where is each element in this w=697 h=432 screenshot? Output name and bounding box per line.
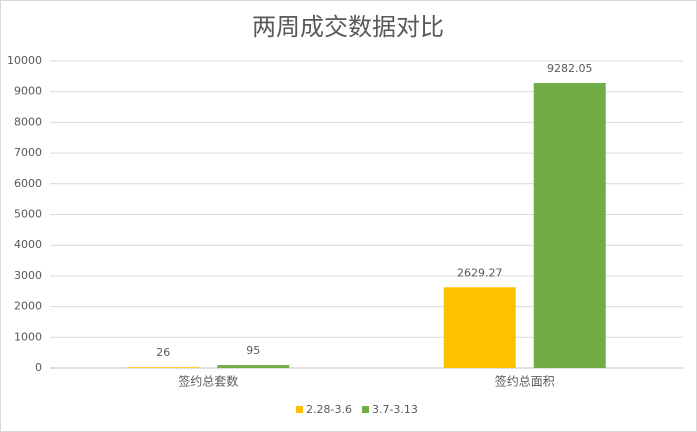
data-label: 95: [246, 344, 260, 357]
legend-label: 3.7-3.13: [372, 403, 418, 416]
bar: [217, 365, 290, 368]
y-tick-label: 2000: [14, 300, 42, 313]
x-tick-label: 签约总套数: [178, 374, 238, 389]
y-tick-label: 0: [35, 361, 42, 374]
legend-swatch: [361, 406, 369, 413]
y-tick-label: 7000: [14, 146, 42, 159]
y-tick-label: 3000: [14, 269, 42, 282]
y-tick-label: 10000: [7, 54, 42, 67]
data-label: 26: [156, 346, 170, 359]
bar: [127, 367, 200, 368]
y-tick-label: 1000: [14, 330, 42, 343]
y-tick-label: 9000: [14, 85, 42, 98]
data-label: 9282.05: [547, 62, 593, 75]
chart-title: 两周成交数据对比: [252, 13, 444, 41]
y-tick-label: 6000: [14, 177, 42, 190]
bar: [533, 83, 606, 368]
legend-swatch: [296, 406, 303, 413]
legend-label: 2.28-3.6: [306, 403, 352, 416]
y-tick-label: 8000: [14, 115, 42, 128]
bar: [443, 287, 516, 368]
x-tick-label: 签约总面积: [495, 374, 555, 389]
data-label: 2629.27: [457, 266, 503, 279]
y-tick-label: 5000: [14, 208, 42, 221]
y-tick-label: 4000: [14, 238, 42, 251]
